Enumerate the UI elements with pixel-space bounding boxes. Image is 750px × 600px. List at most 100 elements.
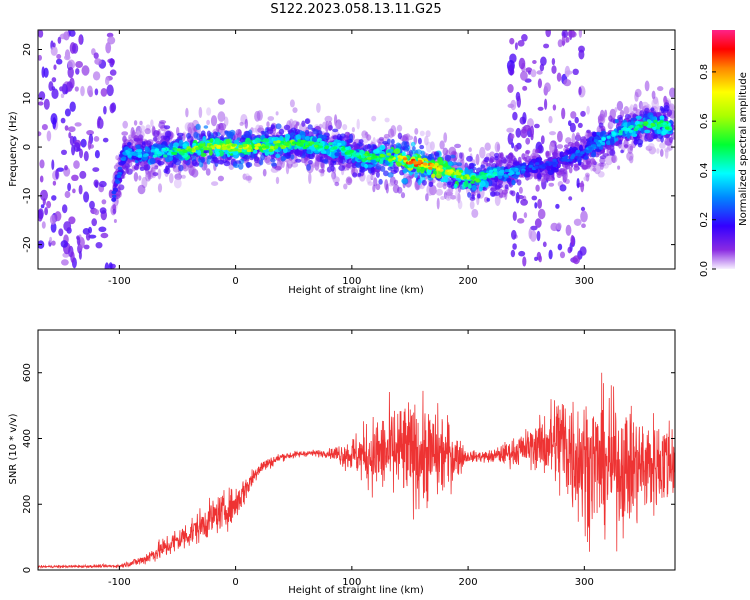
spectrogram-cell — [254, 146, 259, 150]
spectrogram-cell — [39, 175, 44, 183]
spectrogram-cell — [106, 32, 114, 38]
spectrogram-cell — [545, 30, 551, 38]
spectrogram-cell — [52, 42, 56, 48]
spectrogram-cell — [307, 124, 313, 130]
spectrogram-cell — [283, 124, 291, 131]
spectrogram-cell — [617, 165, 621, 170]
spectrogram-cell — [124, 163, 130, 170]
spectrogram-cell — [523, 124, 531, 132]
spectrogram-cell — [538, 255, 542, 263]
spectrogram-cell — [72, 43, 79, 54]
spectrogram-cell — [139, 125, 146, 133]
spectrogram-cell — [543, 43, 550, 49]
spectrogram-cell — [295, 141, 300, 145]
spectrogram-cell — [504, 184, 509, 190]
spectrogram-cell — [246, 148, 252, 153]
spectrogram-cell — [195, 147, 200, 151]
spectrogram-cell — [89, 200, 95, 210]
spectrogram-cell — [137, 184, 146, 195]
spectrogram-cell — [87, 85, 93, 96]
spectrogram-cell — [304, 141, 309, 146]
spectrogram-cell — [50, 222, 57, 233]
spectrogram-cell — [261, 145, 267, 149]
x-tick-label: 0 — [232, 276, 238, 287]
spectrogram-cell — [504, 169, 510, 173]
spectrogram-cell — [133, 172, 139, 182]
spectrogram-cell — [280, 145, 286, 150]
spectrogram-cell — [107, 36, 116, 45]
spectrogram-cell — [51, 240, 56, 246]
spectrogram-cell — [209, 138, 214, 143]
spectrogram-cell — [653, 119, 658, 123]
spectrogram-cell — [256, 110, 263, 121]
spectrogram-cell — [412, 146, 416, 151]
spectrogram-cell — [264, 145, 270, 149]
spectrogram-cell — [152, 154, 158, 158]
spectrogram-cell — [580, 110, 586, 117]
spectrogram-cell — [397, 158, 402, 162]
spectrogram-cell — [41, 124, 48, 131]
spectrogram-cell — [258, 159, 264, 166]
spectrogram-cell — [139, 120, 143, 126]
spectrogram-cell — [253, 156, 260, 164]
spectrogram-cell — [332, 128, 339, 133]
spectrogram-cell — [215, 151, 220, 157]
spectrogram-cell — [402, 157, 408, 161]
spectrogram-cell — [655, 126, 661, 130]
spectrogram-cell — [198, 133, 204, 140]
spectrogram-cell — [389, 155, 394, 159]
spectrogram-cell — [511, 167, 516, 171]
figure-title: S122.2023.058.13.11.G25 — [270, 2, 441, 17]
spectrogram-cell — [436, 167, 441, 171]
spectrogram-cell — [651, 90, 656, 100]
spectrogram-cell — [324, 146, 329, 150]
spectrogram-cell — [270, 162, 277, 167]
spectrogram-cell — [42, 198, 46, 206]
y-tick-label: -20 — [22, 236, 33, 252]
spectrogram-cell — [387, 172, 394, 178]
spectrogram-cell — [575, 149, 581, 153]
spectrogram-cell — [535, 184, 540, 192]
spectrogram-cell — [644, 129, 651, 134]
spectrogram-cell — [173, 142, 179, 148]
spectrogram-cell — [445, 165, 452, 171]
spectrogram-cell — [237, 149, 242, 153]
spectrogram-cell — [656, 148, 660, 154]
spectrogram-cell — [616, 100, 624, 111]
spectrogram-cell — [182, 143, 188, 149]
spectrogram-cell — [211, 181, 219, 187]
spectrogram-cell — [501, 189, 508, 195]
spectrogram-cell — [557, 39, 563, 48]
spectrogram-cell — [106, 84, 114, 97]
spectrogram-cell — [487, 179, 493, 187]
spectrogram-cell — [361, 158, 366, 163]
spectrogram-cell — [578, 30, 583, 38]
x-tick-label: 100 — [342, 577, 361, 588]
spectrogram-cell — [609, 149, 616, 156]
spectrogram-cell — [273, 145, 279, 149]
spectrogram-cell — [125, 168, 129, 174]
spectrogram-cell — [620, 149, 624, 154]
spectrogram-cell — [355, 162, 361, 168]
spectrogram-cell — [102, 137, 109, 143]
spectrogram-cell — [218, 122, 227, 131]
spectrogram-cell — [565, 36, 570, 43]
spectrogram-cell — [628, 106, 633, 114]
spectrogram-cell — [149, 152, 154, 158]
spectrogram-cell — [316, 137, 322, 142]
spectrogram-cell — [244, 130, 251, 138]
spectrogram-cell — [513, 144, 519, 152]
spectrogram-cell — [413, 163, 419, 167]
spectrogram-cell — [393, 166, 399, 173]
spectrogram-cell — [334, 152, 341, 157]
spectrogram-cell — [149, 157, 156, 165]
spectrogram-cell — [74, 122, 82, 127]
spectrogram-cell — [335, 122, 339, 130]
spectrogram-cell — [117, 166, 123, 170]
spectrogram-cell — [52, 180, 57, 186]
spectrogram-cell — [318, 145, 323, 149]
spectrogram-cell — [516, 179, 522, 186]
spectrogram-cell — [510, 133, 515, 139]
spectrogram-cell — [94, 58, 102, 65]
spectrogram-cell — [510, 249, 516, 258]
